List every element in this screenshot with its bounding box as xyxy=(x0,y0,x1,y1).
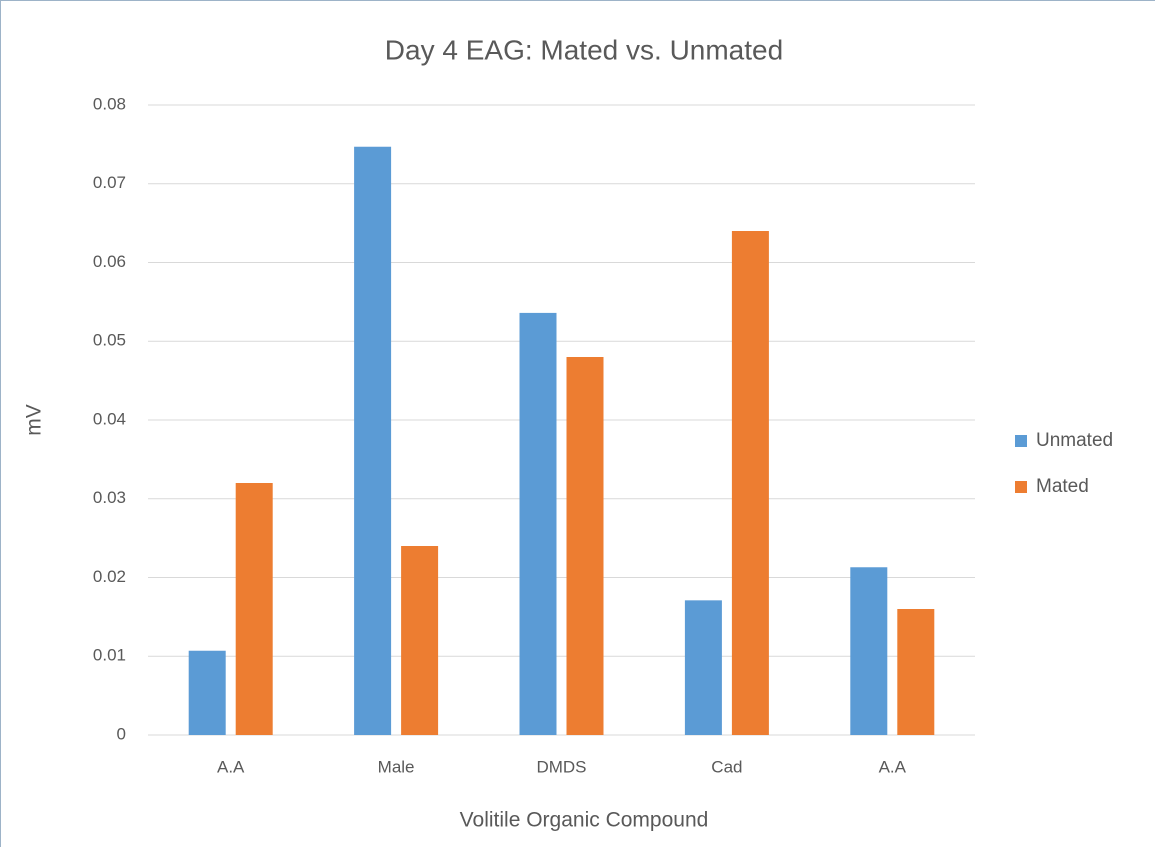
legend-label: Unmated xyxy=(1036,430,1113,451)
x-tick-label: Cad xyxy=(711,757,742,776)
y-tick-label: 0.08 xyxy=(93,94,126,113)
y-tick-label: 0.02 xyxy=(93,567,126,586)
chart-title: Day 4 EAG: Mated vs. Unmated xyxy=(385,34,783,65)
bar xyxy=(850,567,888,735)
y-tick-label: 0.01 xyxy=(93,646,126,665)
y-tick-label: 0.04 xyxy=(93,409,126,428)
bar xyxy=(519,312,557,735)
x-tick-label: A.A xyxy=(879,757,907,776)
y-tick-label: 0 xyxy=(117,724,126,743)
legend-swatch xyxy=(1015,435,1027,447)
bar xyxy=(897,609,935,735)
bar xyxy=(731,231,769,735)
bar xyxy=(566,357,604,735)
x-tick-label: Male xyxy=(378,757,415,776)
x-axis-label: Volitile Organic Compound xyxy=(460,809,709,832)
legend-label: Mated xyxy=(1036,476,1089,497)
bar xyxy=(401,546,439,735)
x-tick-label: DMDS xyxy=(536,757,586,776)
legend-swatch xyxy=(1015,481,1027,493)
bar xyxy=(188,650,226,735)
y-axis-label: mV xyxy=(23,404,46,436)
bar xyxy=(354,146,392,736)
y-tick-label: 0.05 xyxy=(93,331,126,350)
x-tick-label: A.A xyxy=(217,757,245,776)
y-tick-label: 0.06 xyxy=(93,252,126,271)
y-tick-label: 0.07 xyxy=(93,173,126,192)
bar xyxy=(684,600,722,735)
bar xyxy=(235,483,273,735)
y-tick-label: 0.03 xyxy=(93,488,126,507)
